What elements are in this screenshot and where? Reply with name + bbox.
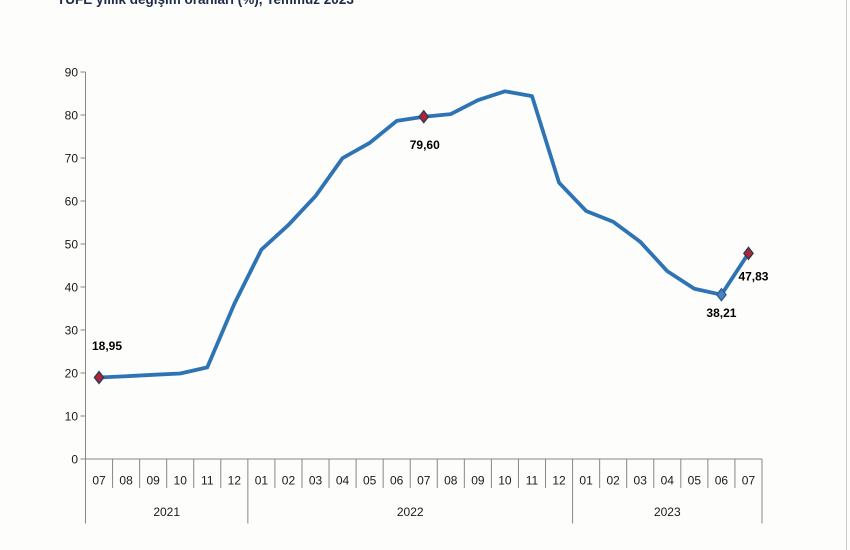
- month-label: 06: [390, 473, 404, 487]
- month-label: 09: [471, 473, 485, 487]
- month-label: 10: [174, 473, 188, 487]
- series-line-group: [97, 89, 751, 380]
- marker-diamond: [418, 109, 430, 124]
- y-axis: 0 10 20 30 40 50 60 70 80 90: [65, 65, 86, 524]
- marker-diamond: [715, 287, 727, 302]
- year-label: 2023: [654, 505, 681, 519]
- month-label: 05: [363, 473, 377, 487]
- month-label: 08: [444, 473, 458, 487]
- y-tick-label: 60: [65, 194, 79, 208]
- month-label: 02: [282, 473, 296, 487]
- y-tick-label: 20: [65, 366, 79, 380]
- chart-title: TÜFE yıllık değişim oranları (%), Temmuz…: [57, 0, 354, 7]
- marker-diamond: [742, 246, 754, 261]
- month-label: 11: [526, 473, 539, 487]
- month-label: 09: [146, 473, 160, 487]
- y-tick-label: 50: [65, 237, 79, 251]
- year-label: 2021: [153, 505, 180, 519]
- month-label: 01: [255, 473, 269, 487]
- y-tick-label: 40: [65, 280, 79, 294]
- month-label: 12: [552, 473, 566, 487]
- month-label: 03: [634, 473, 648, 487]
- marker-diamond: [93, 370, 105, 385]
- data-label: 38,21: [706, 306, 736, 320]
- month-label: 08: [119, 473, 133, 487]
- y-tick-label: 0: [71, 452, 78, 466]
- month-label: 02: [606, 473, 620, 487]
- data-label: 79,60: [410, 138, 440, 152]
- month-label: 10: [498, 473, 512, 487]
- data-label: 18,95: [92, 339, 122, 353]
- month-label: 06: [715, 473, 729, 487]
- month-label: 03: [309, 473, 323, 487]
- month-label: 05: [688, 473, 702, 487]
- y-tick-label: 10: [65, 409, 79, 423]
- year-label: 2022: [397, 505, 424, 519]
- month-label: 07: [417, 473, 431, 487]
- series-line: [97, 89, 751, 380]
- month-label: 11: [201, 473, 214, 487]
- data-label: 47,83: [738, 270, 768, 284]
- month-label: 01: [579, 473, 593, 487]
- month-label: 04: [336, 473, 350, 487]
- y-tick-label: 90: [65, 65, 79, 79]
- x-axis: 07 08 09 10 11 12 01 02 03 04 05 06 07 08 09 10 11 12 01 02…: [85, 458, 763, 524]
- y-tick-label: 30: [65, 323, 79, 337]
- month-label: 12: [228, 473, 242, 487]
- month-label: 07: [742, 473, 756, 487]
- month-label: 04: [661, 473, 675, 487]
- y-tick-label: 80: [65, 108, 79, 122]
- month-label: 07: [92, 473, 106, 487]
- y-tick-label: 70: [65, 151, 79, 165]
- data-labels-group: 18,95 79,60 38,21 47,83: [92, 138, 769, 353]
- markers-group: [93, 109, 754, 385]
